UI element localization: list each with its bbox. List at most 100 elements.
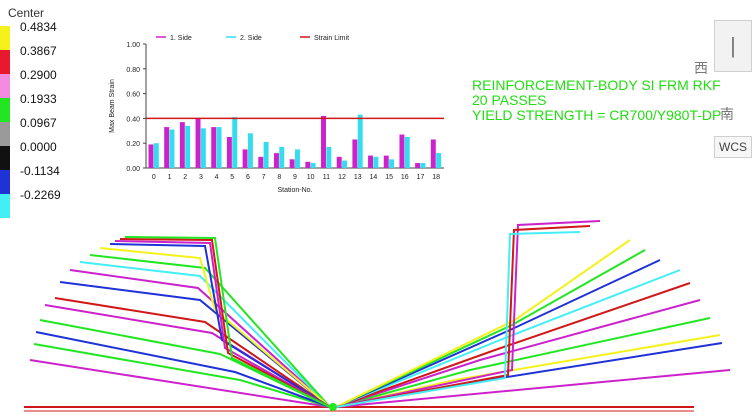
right-profile [335,220,601,408]
right-profile [335,225,591,408]
bar [153,143,159,168]
x-tick-label: 0 [152,174,156,181]
bar [420,163,426,168]
bar [383,155,389,168]
left-profile [124,236,331,408]
x-tick-label: 4 [215,174,219,181]
legend-value: 0.0000 [20,140,57,154]
legend-value: 0.1933 [20,92,57,106]
legend-swatch [0,170,10,194]
view-toggle-button[interactable]: | [714,20,752,72]
x-tick-label: 2 [183,174,187,181]
legend-value: 0.4834 [20,20,57,34]
x-tick-label: 6 [246,174,250,181]
legend-swatch [0,26,10,50]
bar [279,146,285,168]
bar [352,139,358,168]
left-profile [119,238,331,408]
bar [415,163,421,168]
y-tick-label: 0.80 [126,67,140,74]
legend-value: 0.3867 [20,44,57,58]
left-profile [29,359,331,408]
view-glyph-south: 南 [720,106,734,122]
bar [148,144,154,168]
bar [200,128,206,168]
y-tick-label: 1.00 [126,42,140,49]
x-tick-label: 17 [417,174,425,181]
left-profile [89,254,331,408]
legend-item: -0.1134 [0,164,70,194]
bar [164,127,170,168]
chart-legend-label: Strain Limit [314,35,349,42]
y-tick-label: 0.40 [126,116,140,123]
bar [357,114,363,168]
bar [247,133,253,168]
x-tick-label: 10 [307,174,315,181]
chart-legend-label: 2. Side [240,35,262,42]
bar [321,115,326,168]
left-profile [54,297,331,408]
left-profile [35,331,331,408]
left-profile [33,343,331,408]
annotation-line-3: YIELD STRENGTH = CR700/Y980T-DP [472,107,722,123]
panel-divider-icon: | [730,33,736,58]
bar [326,146,332,168]
bar [368,155,374,168]
left-profile [69,269,331,408]
legend-item: 0.0000 [0,140,70,170]
bar [295,149,300,168]
x-tick-label: 13 [354,174,362,181]
legend-swatch [0,194,10,218]
bar [289,159,295,168]
roll-forming-profiles [24,220,731,412]
left-profile [79,261,331,408]
legend-item: 0.1933 [0,92,70,122]
y-tick-label: 0.00 [126,166,140,173]
right-profiles [335,220,731,408]
legend-swatch [0,98,10,122]
x-tick-label: 15 [385,174,393,181]
bar [430,139,436,168]
legend-item: -0.2269 [0,188,70,218]
x-tick-label: 14 [370,174,378,181]
bar [342,160,347,168]
x-tick-label: 12 [338,174,346,181]
left-profile [109,243,331,408]
bar [399,134,405,168]
legend-item: 0.0967 [0,116,70,146]
right-profile [335,269,681,408]
right-profile [335,282,691,408]
legend-title: Center [8,6,45,20]
bar [179,122,185,168]
x-tick-label: 18 [432,174,440,181]
left-profiles [29,236,331,408]
bar [226,137,232,168]
legend-swatch [0,50,10,74]
left-profile [114,240,331,408]
legend-value: 0.2900 [20,68,57,82]
x-tick-label: 7 [262,174,266,181]
right-profile [335,369,731,408]
legend-swatch [0,122,10,146]
legend-item: 0.4834 [0,20,70,50]
annotation-line-2: 20 PASSES [472,92,547,108]
legend-swatch [0,74,10,98]
process-annotation: REINFORCEMENT-BODY SI FRM RKF 20 PASSES … [472,78,721,123]
y-tick-label: 0.20 [126,141,140,148]
bar [273,153,279,168]
legend-item: 0.3867 [0,44,70,74]
legend-item: 0.2900 [0,68,70,98]
wcs-button[interactable]: WCS [714,136,752,158]
bar [389,159,395,168]
strain-bar-chart: 0.000.200.400.600.801.000 1 2 3 4 5 6 7 8 9 10 11 12… [109,35,444,194]
color-legend: 0.4834 0.3867 0.2900 0.1933 0.0967 0.0000 -0.1… [0,20,70,218]
bar [404,137,410,168]
view-glyph-west: 西 [694,60,708,76]
x-tick-label: 16 [401,174,409,181]
x-tick-label: 1 [168,174,172,181]
bar [305,161,311,168]
bar [195,118,201,168]
y-axis-label: Max Beam Strain [109,79,116,133]
bar [169,129,175,168]
right-profile [335,249,646,408]
